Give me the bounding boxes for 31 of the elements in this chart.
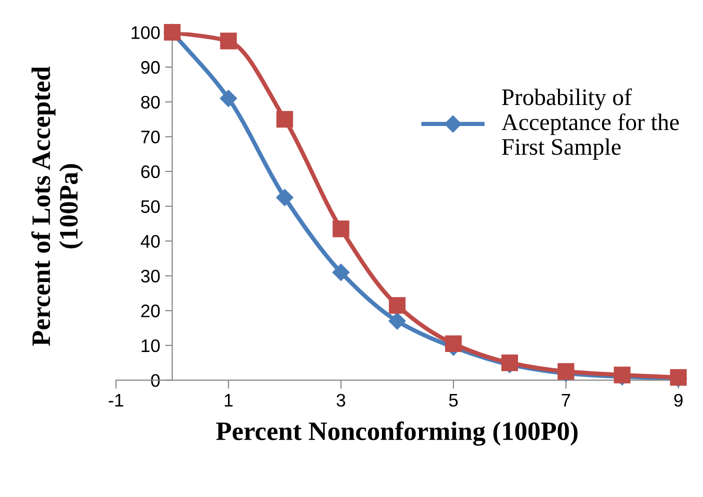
x-axis-title: Percent Nonconforming (100P0) — [216, 421, 578, 446]
point — [445, 335, 462, 352]
x-tick-label: 1 — [224, 394, 233, 406]
y-axis-title: Percent of Lots Accepted (100Pa) — [31, 66, 84, 346]
y-tick-label: 30 — [141, 270, 160, 283]
y-tick-label: 90 — [141, 61, 160, 74]
y-tick-label: 100 — [132, 26, 160, 40]
point — [388, 312, 406, 330]
y-tick-label: 50 — [141, 200, 160, 213]
y-tick-label: 80 — [141, 96, 160, 109]
point — [276, 189, 294, 206]
y-tick-label: 10 — [142, 339, 160, 352]
y-tick-label: 60 — [141, 165, 160, 178]
point — [614, 366, 630, 384]
y-tick-label: 20 — [141, 304, 160, 318]
x-tick-label: 3 — [336, 394, 346, 407]
y-tick-label: 40 — [140, 234, 160, 248]
point — [220, 32, 237, 50]
y-tick-label: 0 — [151, 374, 160, 387]
point — [276, 110, 294, 128]
x-tick-label: 5 — [449, 394, 458, 407]
x-tick-label: -1 — [108, 394, 124, 406]
point — [332, 264, 350, 281]
point — [388, 297, 406, 314]
point — [332, 220, 350, 238]
point — [220, 90, 238, 107]
legend-label: Probability of Acceptance for the First Sample — [502, 88, 679, 160]
x-tick-label: 9 — [674, 394, 683, 407]
point — [558, 363, 574, 380]
x-tick-label: 7 — [562, 394, 570, 406]
y-tick-label: 70 — [141, 130, 160, 144]
